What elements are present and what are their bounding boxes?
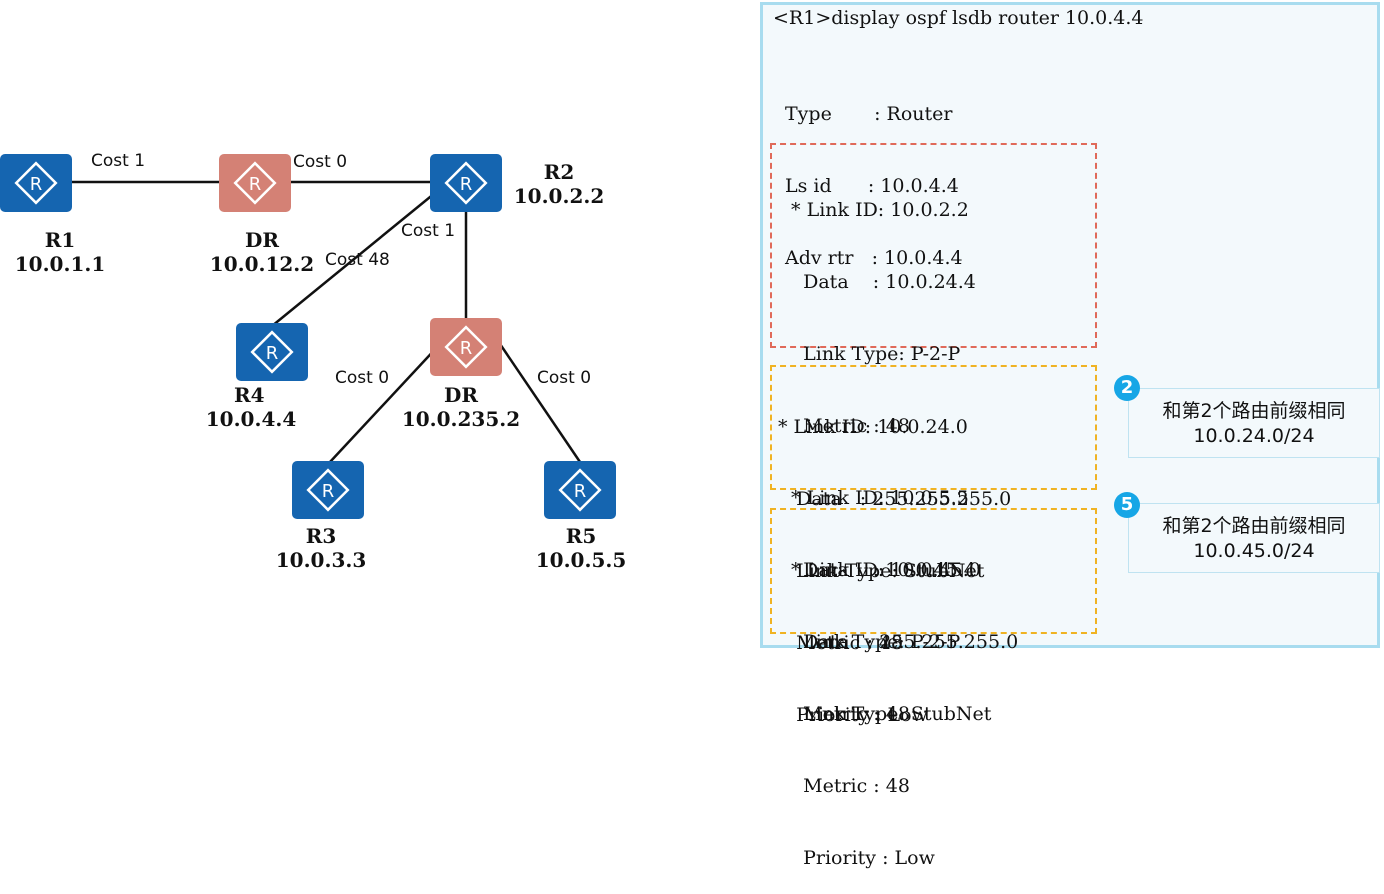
lsdb-line: Data : 255.255.255.0 <box>778 488 1012 510</box>
stubnet-2-box <box>770 508 1097 634</box>
router-r4-icon: R <box>236 323 308 381</box>
lsdb-line: Link Type: P-2-P <box>785 343 961 365</box>
dr-router-2-label: DR 10.0.235.2 <box>395 383 527 431</box>
cost-r1-dr1: Cost 1 <box>91 151 146 171</box>
router-r3-label: R3 10.0.3.3 <box>266 524 376 572</box>
lsdb-line: * Link ID: 10.0.2.2 <box>785 199 969 221</box>
lsdb-advrtr-line: Adv rtr : 10.0.4.4 <box>785 247 963 269</box>
lsdb-line: Metric : 48 <box>785 775 910 797</box>
badge-2-icon: 2 <box>1114 375 1140 401</box>
router-r3-icon: R <box>292 461 364 519</box>
router-ip: 10.0.4.4 <box>205 407 297 431</box>
svg-text:R: R <box>574 481 587 502</box>
note-text: 和第2个路由前缀相同 <box>1162 515 1346 537</box>
lsdb-line: Link Type: StubNet <box>785 703 992 725</box>
note-text: 和第2个路由前缀相同 <box>1162 400 1346 422</box>
router-name: DR <box>444 383 478 407</box>
cost-dr2-r5: Cost 0 <box>537 368 592 388</box>
badge-5-icon: 5 <box>1114 492 1140 518</box>
cli-command: <R1>display ospf lsdb router 10.0.4.4 <box>773 7 1144 29</box>
link-dr2-r3 <box>329 343 441 463</box>
dr-router-1-icon: R <box>219 154 291 212</box>
svg-text:R: R <box>460 174 473 195</box>
router-ip: 10.0.5.5 <box>535 548 627 572</box>
router-ip: 10.0.2.2 <box>513 184 605 208</box>
p2p-links-box <box>770 143 1097 348</box>
router-r1-label: R1 10.0.1.1 <box>0 228 120 276</box>
lsdb-line: * Link ID: 10.0.24.0 <box>778 416 968 438</box>
router-name: R5 <box>565 524 597 548</box>
router-r1-icon: R <box>0 154 72 212</box>
router-ip: 10.0.1.1 <box>14 252 106 276</box>
link-r2-r4 <box>271 183 447 327</box>
router-ip: 10.0.3.3 <box>275 548 367 572</box>
dr-router-2-icon: R <box>430 318 502 376</box>
cost-dr1-r2: Cost 0 <box>293 152 348 172</box>
lsdb-line: Metric : 48 <box>785 415 910 437</box>
lsdb-header: Type : Router Ls id : 10.0.4.4 Adv rtr :… <box>785 54 963 294</box>
note-prefix: 10.0.24.0/24 <box>1193 425 1315 447</box>
lsdb-line: Link Type: StubNet <box>778 560 985 582</box>
link-dr2-r5 <box>498 343 582 463</box>
router-name: R1 <box>44 228 76 252</box>
router-r2-icon: R <box>430 154 502 212</box>
router-name: R3 <box>305 524 337 548</box>
lsdb-lsid-line: Ls id : 10.0.4.4 <box>785 175 959 197</box>
lsdb-line: Data : 10.0.24.4 <box>785 271 976 293</box>
topology-links <box>70 180 582 463</box>
svg-text:R: R <box>322 481 335 502</box>
note-prefix: 10.0.45.0/24 <box>1193 540 1315 562</box>
router-r2-label: R2 10.0.2.2 <box>504 160 614 208</box>
lsdb-line: Link Type: P-2-P <box>785 631 961 653</box>
note-prefix-5: 和第2个路由前缀相同 10.0.45.0/24 <box>1128 503 1380 573</box>
lsdb-type-line: Type : Router <box>785 103 953 125</box>
stubnet-1-box <box>770 365 1097 490</box>
cost-r2-dr2: Cost 1 <box>401 221 456 241</box>
router-name: R4 <box>234 383 265 407</box>
dr-router-1-label: DR 10.0.12.2 <box>197 228 327 276</box>
lsdb-line: Data : 255.255.255.0 <box>785 631 1019 653</box>
lsdb-line: Data : 10.0.45.4 <box>785 559 976 581</box>
lsdb-line: Metric : 48 <box>778 632 903 654</box>
lsdb-line: * Link ID: 10.0.45.0 <box>785 559 981 581</box>
router-ip: 10.0.12.2 <box>209 252 315 276</box>
router-r5-label: R5 10.0.5.5 <box>526 524 636 572</box>
stubnet-2-text: * Link ID: 10.0.45.0 Data : 255.255.255.… <box>785 510 1018 894</box>
router-name: R2 <box>543 160 575 184</box>
svg-text:R: R <box>30 174 43 195</box>
svg-text:R: R <box>266 343 279 364</box>
lsdb-line: * Link ID: 10.0.5.5 <box>785 487 969 509</box>
cost-dr2-r3: Cost 0 <box>335 368 390 388</box>
note-prefix-2: 和第2个路由前缀相同 10.0.24.0/24 <box>1128 388 1380 458</box>
router-ip: 10.0.235.2 <box>401 407 521 431</box>
lsdb-line: Priority : Low <box>785 847 935 869</box>
router-name: DR <box>245 228 279 252</box>
router-r5-icon: R <box>544 461 616 519</box>
cost-r2-r4: Cost 48 <box>325 250 390 270</box>
svg-text:R: R <box>460 338 473 359</box>
svg-text:R: R <box>249 174 262 195</box>
router-r4-label: R4 10.0.4.4 <box>196 383 306 431</box>
